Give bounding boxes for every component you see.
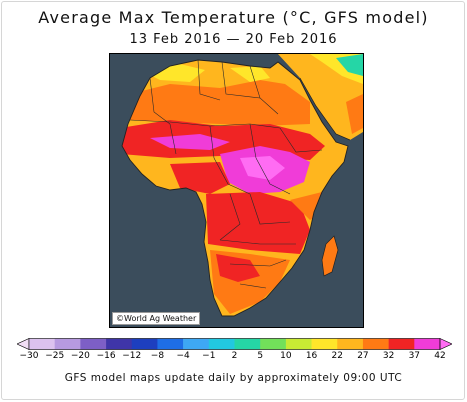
colorbar-segment (260, 338, 287, 350)
colorbar-tick-label: 32 (382, 351, 395, 361)
arabia-cool-patch (336, 54, 363, 76)
colorbar-segment (80, 338, 107, 350)
colorbar-segment (388, 338, 415, 350)
colorbar-segment (311, 338, 338, 350)
colorbar-tick-label: 16 (305, 351, 318, 361)
colorbar-segment (362, 338, 389, 350)
colorbar-tick-label: 10 (280, 351, 292, 361)
colorbar-segment (234, 338, 261, 350)
colorbar-segment (285, 338, 312, 350)
colorbar-tick-label: 37 (408, 351, 421, 361)
update-note: GFS model maps update daily by approxima… (64, 372, 403, 384)
colorbar-tick-label: 2 (231, 351, 238, 361)
colorbar-segment (54, 338, 81, 350)
colorbar-tick-label: −12 (122, 351, 142, 361)
colorbar-tick-label: 5 (257, 351, 264, 361)
colorbar-segment (157, 338, 184, 350)
colorbar-segment (208, 338, 235, 350)
colorbar-tick-label: −25 (45, 351, 65, 361)
map-title: Average Max Temperature (°C, GFS model) (38, 8, 429, 27)
colorbar-tick-label: −20 (70, 351, 90, 361)
colorbar-tick-label: 42 (434, 351, 446, 361)
colorbar-tick-label: −16 (96, 351, 116, 361)
temperature-map: ©World Ag Weather (109, 53, 364, 328)
arabia-warm-patch (346, 94, 363, 134)
madagascar (321, 235, 339, 277)
colorbar-segment (29, 338, 55, 350)
colorbar-tick-label: −30 (19, 351, 39, 361)
colorbar-segment (131, 338, 158, 350)
colorbar-segment (337, 338, 364, 350)
colorbar-tick-label: −8 (150, 351, 165, 361)
colorbar-segment (183, 338, 210, 350)
temperature-colorbar (17, 338, 452, 350)
colorbar-tick-label: −4 (176, 351, 190, 361)
colorbar-underflow-arrow (17, 338, 30, 350)
red-sea-coast (299, 77, 351, 141)
colorbar-tick-label: 27 (357, 351, 369, 361)
colorbar-segment (414, 338, 441, 350)
africa-map (121, 54, 363, 317)
map-credit: ©World Ag Weather (112, 312, 201, 325)
country-borders (129, 59, 323, 289)
colorbar-segment (106, 338, 133, 350)
date-range: 13 Feb 2016 — 20 Feb 2016 (129, 32, 338, 47)
colorbar-ticks: −30 −25 −20 −16 −12 −8 −4 −1 2 5 10 16 22 27 32 37 42 (0, 351, 467, 365)
colorbar-tick-label: −1 (202, 351, 216, 361)
colorbar-overflow-arrow (439, 338, 452, 350)
colorbar-tick-label: 22 (331, 351, 343, 361)
